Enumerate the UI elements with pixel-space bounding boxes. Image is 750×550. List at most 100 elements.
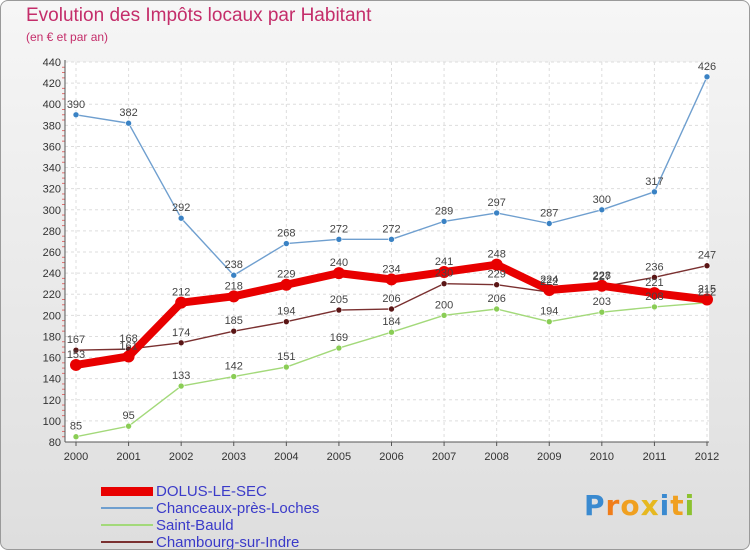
data-label: 206 — [382, 293, 400, 305]
series-point — [595, 279, 608, 292]
data-label: 292 — [172, 202, 190, 214]
series-point — [332, 267, 345, 280]
data-label: 167 — [67, 334, 85, 346]
data-label: 169 — [330, 332, 348, 344]
y-tick-label: 260 — [43, 247, 61, 259]
data-label: 168 — [119, 333, 137, 345]
chart-title: Evolution des Impôts locaux par Habitant — [26, 5, 372, 26]
series-point — [651, 188, 658, 196]
series-point — [440, 312, 448, 319]
data-label: 215 — [698, 284, 716, 296]
logo-letter: o — [620, 489, 641, 522]
data-label: 268 — [277, 228, 295, 240]
data-label: 185 — [225, 315, 243, 327]
data-label: 151 — [277, 351, 295, 363]
data-label: 227 — [593, 271, 611, 283]
y-tick-label: 240 — [43, 268, 61, 280]
data-label: 203 — [593, 296, 611, 308]
logo-letter: i — [684, 489, 696, 522]
y-tick-label: 340 — [43, 163, 61, 175]
legend-swatch — [101, 487, 153, 496]
logo-letter: P — [584, 489, 606, 522]
data-label: 390 — [67, 99, 85, 111]
y-tick-label: 220 — [43, 289, 61, 301]
series-point — [388, 305, 395, 313]
series-point — [335, 236, 343, 243]
y-tick-label: 360 — [43, 141, 61, 153]
series-point — [493, 209, 500, 217]
series-point — [72, 346, 80, 354]
x-tick-label: 2010 — [590, 451, 614, 463]
series-point — [280, 278, 293, 291]
legend-label: Chanceaux-près-Loches — [156, 500, 320, 517]
y-tick-label: 80 — [49, 437, 61, 449]
data-label: 238 — [225, 259, 243, 271]
y-tick-label: 160 — [43, 353, 61, 365]
series-point — [493, 305, 500, 313]
data-label: 236 — [645, 261, 663, 273]
series-point — [490, 258, 503, 271]
series-point — [598, 308, 606, 316]
logo-letter: x — [640, 489, 660, 522]
series-point — [440, 280, 448, 287]
series-point — [598, 206, 606, 214]
data-label: 184 — [382, 316, 400, 328]
data-label: 222 — [540, 276, 558, 288]
series-point — [388, 328, 395, 336]
series-point — [177, 382, 185, 390]
legend-item: Chambourg-sur-Indre — [101, 534, 501, 549]
data-label: 133 — [172, 370, 190, 382]
data-label: 161 — [119, 341, 137, 353]
y-tick-label: 100 — [43, 416, 61, 428]
series-point — [125, 422, 132, 430]
x-tick-label: 2003 — [222, 451, 246, 463]
logo-letter: r — [605, 489, 621, 522]
data-label: 247 — [698, 250, 716, 262]
y-tick-label: 140 — [43, 374, 61, 386]
legend-label: DOLUS-LE-SEC — [156, 483, 267, 500]
y-tick-label: 200 — [43, 310, 61, 322]
y-tick-label: 180 — [43, 331, 61, 343]
data-label: 230 — [435, 268, 453, 280]
series-point — [545, 220, 553, 227]
series-point — [72, 111, 80, 119]
legend-label: Saint-Bauld — [156, 517, 234, 534]
series-point — [648, 287, 661, 300]
y-tick-label: 440 — [43, 57, 61, 69]
logo-letter: i — [659, 489, 671, 522]
x-tick-label: 2005 — [327, 451, 351, 463]
data-label: 194 — [540, 306, 558, 318]
data-label: 317 — [645, 176, 663, 188]
series-point — [701, 293, 713, 306]
series-point — [230, 271, 238, 279]
x-tick-label: 2011 — [643, 451, 667, 463]
data-label: 221 — [645, 277, 663, 289]
x-tick-label: 2002 — [169, 451, 193, 463]
series-point — [703, 262, 711, 270]
x-tick-label: 2012 — [695, 451, 719, 463]
data-label: 208 — [645, 291, 663, 303]
legend-item: Saint-Bauld — [101, 517, 501, 534]
x-tick-label: 2006 — [379, 451, 403, 463]
chart-subtitle: (en € et par an) — [26, 30, 109, 44]
data-label: 229 — [277, 269, 295, 281]
series-point — [283, 240, 290, 247]
data-label: 272 — [382, 223, 400, 235]
data-label: 153 — [67, 349, 85, 361]
data-label: 212 — [698, 287, 716, 299]
data-label: 426 — [698, 61, 716, 73]
x-tick-label: 2000 — [64, 451, 88, 463]
data-label: 228 — [593, 270, 611, 282]
legend-item: Chanceaux-près-Loches — [101, 500, 501, 517]
data-label: 272 — [330, 223, 348, 235]
legend-swatch — [101, 541, 153, 543]
y-tick-label: 120 — [43, 395, 61, 407]
x-tick-label: 2004 — [274, 451, 298, 463]
y-tick-label: 400 — [43, 99, 61, 111]
series-point — [283, 318, 290, 325]
y-tick-label: 420 — [43, 78, 61, 90]
y-tick-label: 300 — [43, 205, 61, 217]
data-label: 229 — [487, 269, 505, 281]
